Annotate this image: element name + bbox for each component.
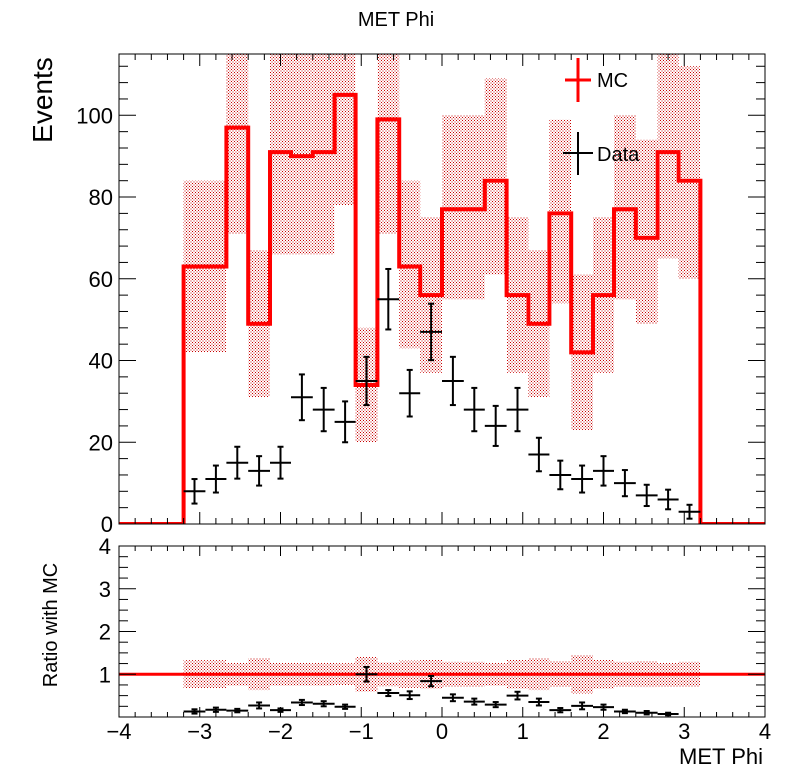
mc-band-bin <box>635 139 658 324</box>
mc-histogram-line <box>119 92 765 524</box>
x-axis-label: MET Phi <box>679 744 763 769</box>
x-tick-labels: −4 −3 −2 −1 0 1 2 3 4 <box>106 719 771 744</box>
mc-band-bin <box>377 54 400 234</box>
x-tick-label: 0 <box>436 719 448 744</box>
legend-entry-mc: MC <box>565 58 628 102</box>
legend-data-label: Data <box>597 144 640 166</box>
mc-band-bin <box>463 115 485 300</box>
ratio-frame <box>118 545 766 718</box>
main-y-axis-label: Events <box>27 57 58 143</box>
legend-mc-label: MC <box>597 70 628 92</box>
x-tick-label: −3 <box>187 719 212 744</box>
legend: MC Data <box>563 58 640 175</box>
ratio-axis-ticks <box>118 545 766 717</box>
x-tick-label: −2 <box>268 719 293 744</box>
main-axis-ticks <box>118 54 766 525</box>
mc-band-bin <box>657 54 679 259</box>
ratio-panel: 1 2 3 4 −4 −3 −2 −1 0 1 2 3 4 Ratio with MC MET Phi <box>40 534 771 769</box>
main-y-tick-label: 20 <box>89 430 113 455</box>
x-tick-label: 3 <box>678 719 690 744</box>
main-y-tick-labels: 0 20 40 60 80 100 <box>76 103 113 537</box>
ratio-y-tick-label: 2 <box>99 620 111 645</box>
chart-title: MET Phi <box>358 9 434 31</box>
main-y-tick-label: 80 <box>89 185 113 210</box>
legend-entry-data: Data <box>563 132 640 175</box>
mc-band-bin <box>270 54 291 255</box>
x-tick-label: −4 <box>106 719 131 744</box>
mc-band-bin <box>399 180 421 349</box>
x-tick-label: −1 <box>349 719 374 744</box>
main-y-tick-label: 40 <box>89 349 113 374</box>
main-y-tick-label: 0 <box>101 512 113 537</box>
x-tick-label: 2 <box>597 719 609 744</box>
mc-band-bin <box>549 119 572 304</box>
mc-band-bin <box>484 78 507 275</box>
main-y-tick-label: 60 <box>89 267 113 292</box>
mc-band-bin <box>290 54 313 255</box>
mc-band-bin <box>613 115 636 300</box>
data-points <box>183 267 701 520</box>
ratio-y-tick-label: 1 <box>99 662 111 687</box>
x-tick-label: 4 <box>759 719 771 744</box>
ratio-y-tick-labels: 1 2 3 4 <box>99 534 111 687</box>
mc-band-bin <box>226 54 249 234</box>
main-panel: 0 20 40 60 80 100 Events <box>27 53 766 537</box>
mc-band-bin <box>312 54 335 255</box>
mc-band-bin <box>678 66 701 279</box>
mc-band-bin <box>334 54 356 206</box>
mc-band-bin <box>442 115 464 300</box>
ratio-y-tick-label: 4 <box>99 534 111 559</box>
ratio-y-axis-label: Ratio with MC <box>40 563 62 687</box>
main-y-tick-label: 100 <box>76 103 113 128</box>
x-tick-label: 1 <box>517 719 529 744</box>
ratio-y-tick-label: 3 <box>99 577 111 602</box>
